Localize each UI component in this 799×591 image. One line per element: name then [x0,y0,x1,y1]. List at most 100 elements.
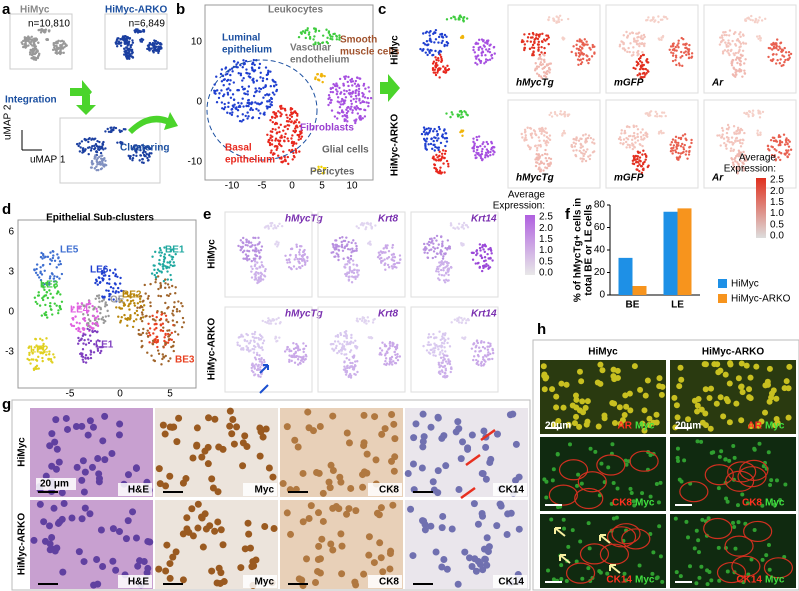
cell-dot [591,151,595,154]
nucleus [166,472,174,480]
cell-dot [169,263,172,267]
cell-dot [759,112,762,115]
cell-dot [329,101,333,104]
cell-dot [148,152,151,155]
cell-dot [442,269,445,272]
cell-dot [434,65,438,69]
cell-dot [631,31,635,35]
cell-dot [333,247,336,250]
cell-dot [352,263,355,266]
cell-dot [154,40,157,43]
nucleus [497,500,505,508]
cell-dot [670,141,674,144]
cell-dot [428,352,432,355]
cell-dot [442,375,445,378]
cell-dot [529,40,533,43]
cell-dot [241,97,244,100]
cell-dot [41,298,45,302]
cell-dot [304,344,308,348]
nucleus [80,488,88,496]
cell-dot [657,20,660,24]
cell-dot [737,149,741,152]
cell-dot [489,43,492,46]
cell-dot [130,55,133,58]
cell-dot [357,92,361,96]
cell-dot [731,143,734,146]
cell-dot [365,101,368,104]
cell-dot [539,63,542,66]
cell-dot [623,49,627,52]
cell-dot [349,349,353,352]
cell-dot [128,57,131,60]
cell-dot [351,90,355,93]
cell-dot [94,154,97,157]
cell-dot [247,254,250,258]
cell-dot [640,76,644,79]
cell-dot [367,101,370,105]
cell-dot [363,115,367,118]
cell-dot [237,101,240,105]
cell-dot [241,245,245,248]
cell-dot [222,78,226,82]
cell-dot [575,149,578,152]
cell-dot [587,155,590,158]
cell-dot [162,258,166,261]
cell-dot [443,171,446,174]
cell-dot [787,50,791,54]
cell-dot [242,77,245,80]
cell-dot [96,139,99,143]
cell-dot [345,263,349,266]
cell-dot [279,111,282,114]
cell-dot [438,278,441,282]
cell-dot [446,341,449,345]
cell-dot [263,113,266,116]
cell-dot [523,48,526,52]
cell-dot [292,141,296,144]
cell-dot [521,136,524,139]
nucleus [204,443,212,451]
cell-dot [151,343,155,346]
umap-frame [507,4,601,94]
cell-dot [90,161,94,164]
nucleus [541,386,548,393]
cell-dot [732,163,735,167]
cell-dot [341,249,345,252]
cell-dot [131,325,135,329]
cell-dot [722,31,725,34]
cell-dot [626,138,630,141]
cell-dot [349,361,352,365]
cell-dot [268,138,271,142]
cell-dot [581,160,584,163]
cell-dot [120,289,123,293]
cell-dot [99,167,103,171]
cell-dot [349,78,352,82]
cell-dot [427,127,430,130]
cell-dot [359,107,362,111]
cell-dot [343,239,347,243]
cell-dot [431,62,435,65]
cell-dot [537,166,541,170]
cell-dot [49,275,52,278]
cell-dot [268,143,272,147]
cell-dot [260,263,264,267]
color-bar [756,178,766,238]
cell-dot [164,282,167,285]
cell-dot [77,307,81,310]
cell-dot [267,93,270,97]
cell-dot [384,262,387,265]
cell-dot [367,105,370,108]
cell-dot [421,49,424,52]
cell-dot [579,53,582,56]
cell-dot [378,254,381,257]
cell-dot [681,64,684,68]
cell-dot [104,315,108,318]
cell-dot [48,353,51,356]
scale-tick: 2.0 [539,223,553,234]
scale-tick: 2.0 [770,186,784,197]
panel-label: b [176,1,185,18]
cell-dot [42,342,45,346]
umap-frame [410,211,499,298]
cell-dot [784,138,788,142]
cell-dot [26,38,29,41]
cell-dot [446,354,449,358]
